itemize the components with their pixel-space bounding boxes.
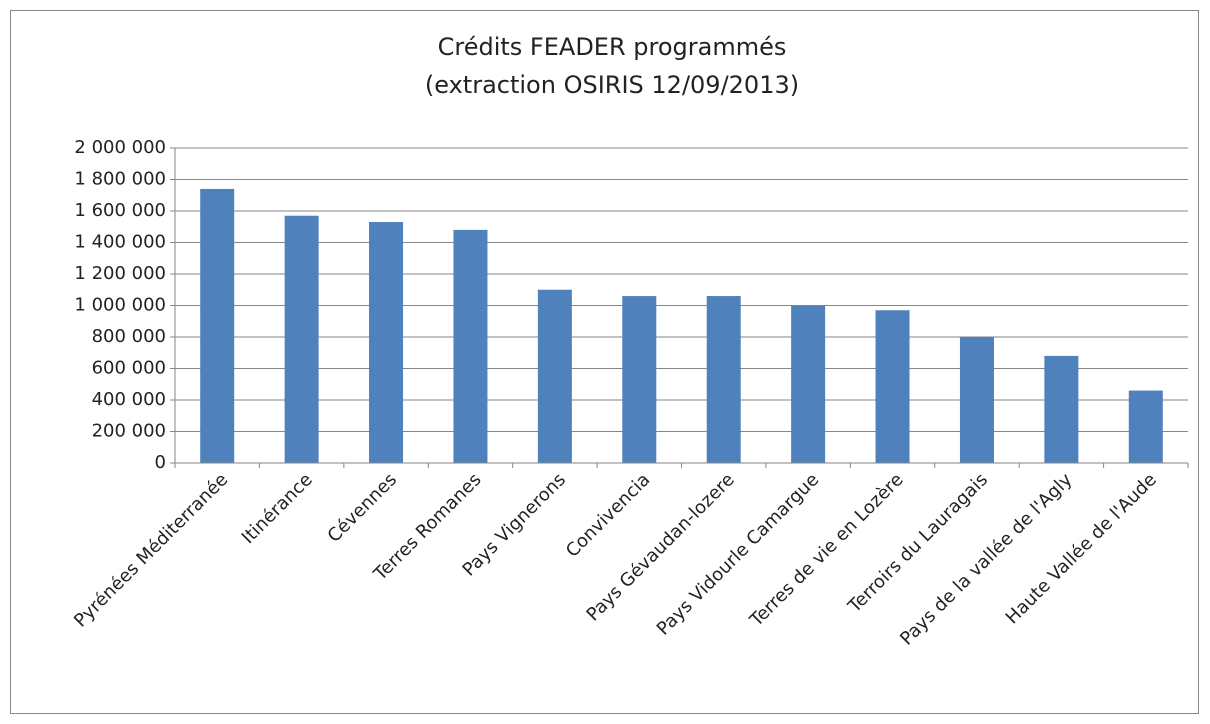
y-tick-label: 800 000 xyxy=(92,326,166,347)
bar xyxy=(959,337,994,463)
y-tick-label: 1 400 000 xyxy=(74,232,166,253)
bar xyxy=(453,229,488,463)
y-tick-label: 200 000 xyxy=(92,421,166,442)
bar xyxy=(200,188,235,463)
chart-subtitle: (extraction OSIRIS 12/09/2013) xyxy=(425,71,799,99)
bar xyxy=(1128,390,1163,463)
bar xyxy=(537,289,572,463)
y-tick-label: 0 xyxy=(155,452,166,473)
bar xyxy=(369,222,404,463)
y-tick-label: 1 000 000 xyxy=(74,295,166,316)
y-tick-label: 1 800 000 xyxy=(74,169,166,190)
bar xyxy=(706,296,741,463)
y-tick-label: 1 600 000 xyxy=(74,200,166,221)
chart-title: Crédits FEADER programmés xyxy=(438,33,787,61)
y-tick-label: 400 000 xyxy=(92,389,166,410)
bar xyxy=(284,215,319,463)
y-tick-label: 1 200 000 xyxy=(74,263,166,284)
y-tick-label: 2 000 000 xyxy=(74,137,166,158)
bar xyxy=(875,310,910,463)
bar xyxy=(791,305,826,463)
bar xyxy=(1044,355,1079,463)
bar xyxy=(622,296,657,463)
y-tick-label: 600 000 xyxy=(92,358,166,379)
